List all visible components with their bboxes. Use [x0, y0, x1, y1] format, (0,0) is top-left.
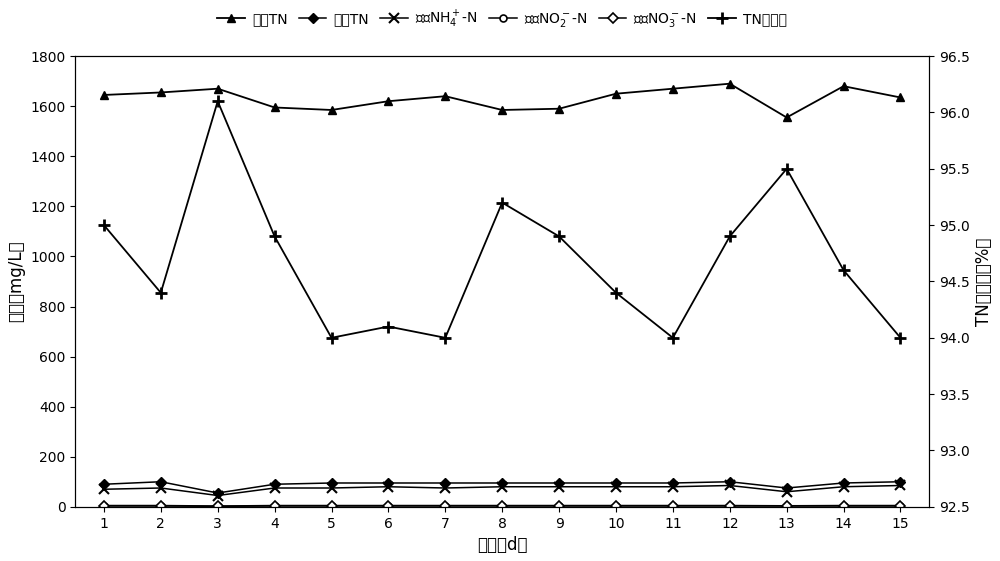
Y-axis label: 浓度（mg/L）: 浓度（mg/L） — [7, 241, 25, 322]
Legend: 进水TN, 出水TN, 出水NH$_4^+$-N, 出水NO$_2^-$-N, 出水NO$_3^-$-N, TN去除率: 进水TN, 出水TN, 出水NH$_4^+$-N, 出水NO$_2^-$-N, … — [213, 4, 791, 34]
Y-axis label: TN去除率（%）: TN去除率（%） — [975, 237, 993, 325]
X-axis label: 时间（d）: 时间（d） — [477, 536, 527, 554]
